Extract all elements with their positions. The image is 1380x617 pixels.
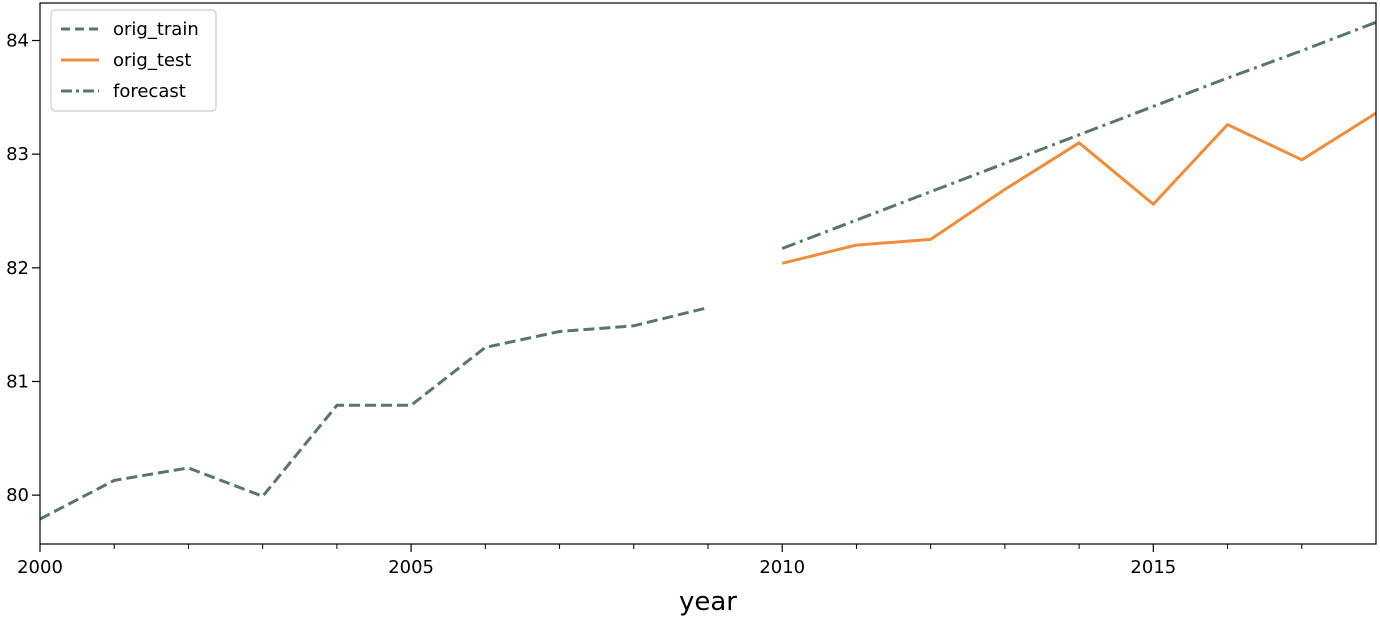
series-line-orig-train <box>39 306 709 521</box>
x-tick-label: 2015 <box>1130 557 1176 578</box>
y-tick-label: 81 <box>6 371 29 392</box>
y-tick-label: 83 <box>6 144 29 165</box>
axes: 2000 2005 2010 2015 80 81 82 83 84 <box>6 2 1377 578</box>
x-tick-label: 2000 <box>17 557 63 578</box>
y-tick-label: 84 <box>6 31 29 52</box>
plot-area <box>39 20 1377 521</box>
series-line-forecast <box>781 20 1377 250</box>
legend-box <box>50 9 217 112</box>
x-tick-label: 2005 <box>388 557 434 578</box>
legend-label-forecast: forecast <box>113 81 186 102</box>
axes-frame <box>39 2 1377 545</box>
legend: orig_train orig_test forecast <box>50 9 217 112</box>
x-tick-label: 2010 <box>759 557 805 578</box>
series-line-orig-test <box>781 111 1377 265</box>
y-tick-label: 82 <box>6 258 29 279</box>
legend-label-orig-train: orig_train <box>113 19 199 40</box>
y-tick-label: 80 <box>6 485 29 506</box>
legend-label-orig-test: orig_test <box>113 50 191 71</box>
x-axis-label: year <box>679 587 737 617</box>
